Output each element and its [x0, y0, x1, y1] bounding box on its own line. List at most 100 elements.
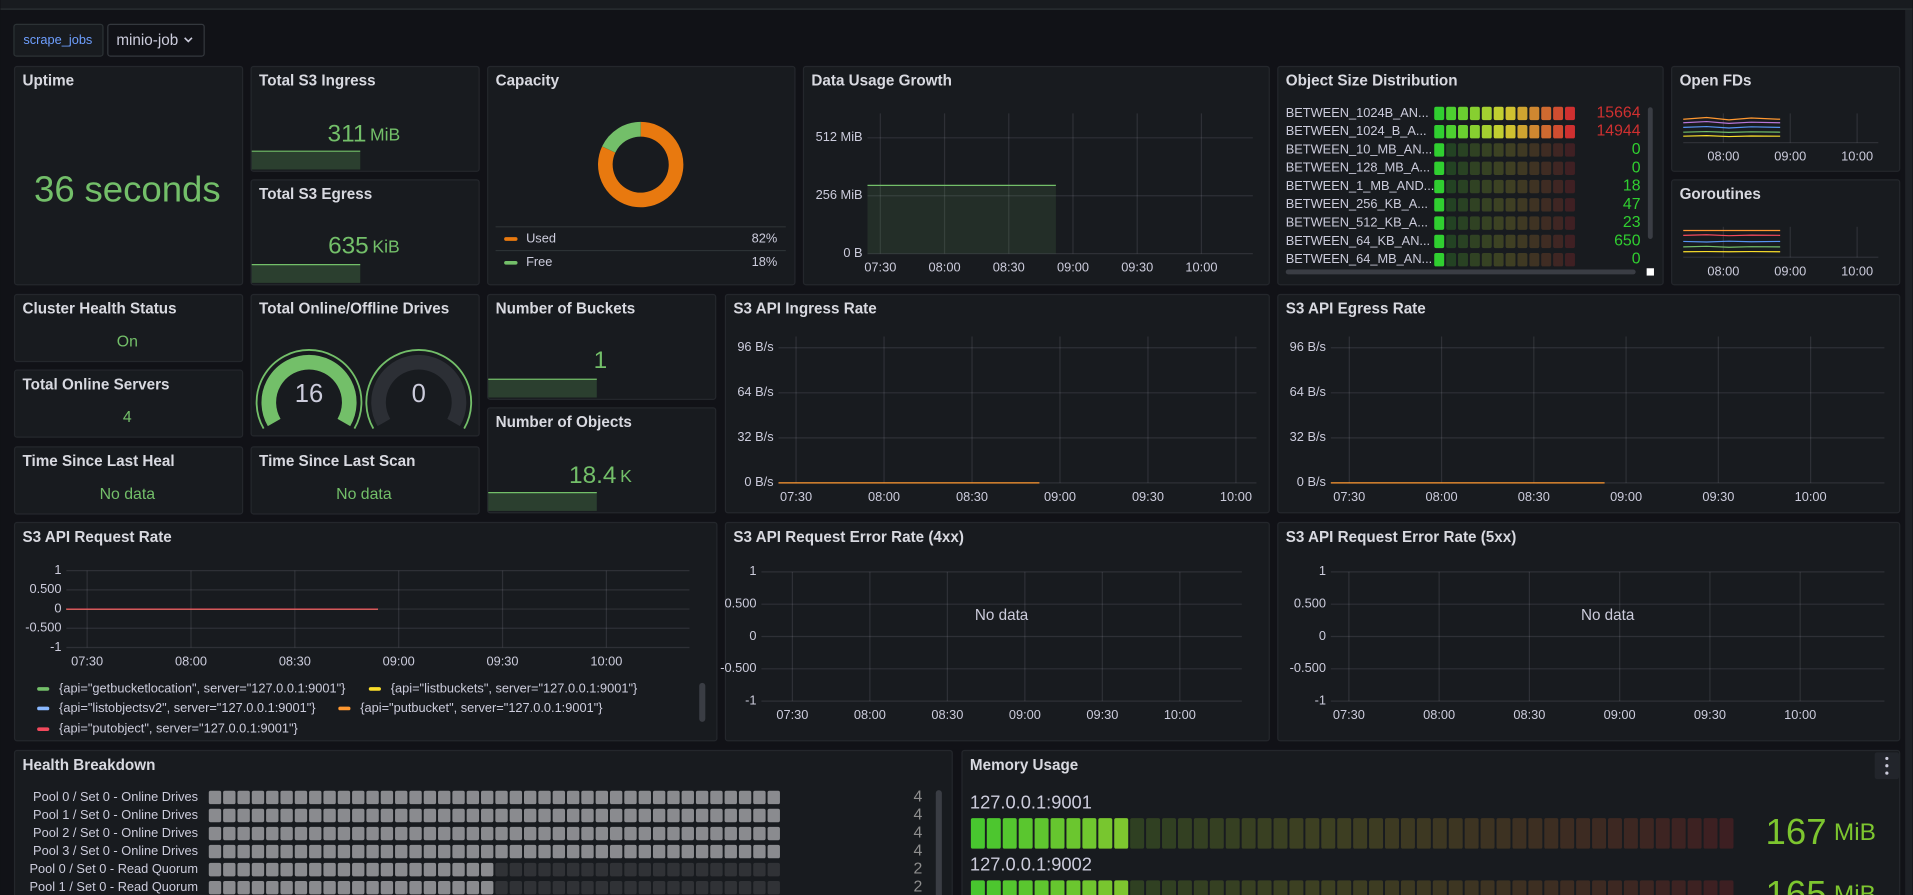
gauge-cell: [652, 808, 666, 823]
bar-gauge: [1434, 234, 1575, 249]
gauge-cell: [452, 808, 465, 823]
gauge-cell: [1529, 253, 1540, 267]
gauge-cell: [970, 818, 985, 849]
gauge-cell: [1529, 106, 1540, 121]
gauge-cell: [1493, 253, 1504, 267]
gauge-cell: [609, 790, 623, 805]
gauge-cell: [1560, 880, 1575, 895]
gauge-cell: [1607, 818, 1622, 849]
panel-title: Memory Usage: [970, 757, 1078, 774]
panel-timeseries: S3 API Egress Rate 0 B/s 32 B/s 64 B/s 96 B/…: [1277, 293, 1901, 514]
gauge-cell: [452, 790, 465, 805]
gauge-cell: [1446, 216, 1457, 230]
gauge-cell: [509, 880, 523, 895]
panel-frame: [13, 446, 244, 515]
panel-stat: Cluster Health Status On: [13, 293, 244, 363]
scrollbar: [935, 790, 942, 895]
sparkline-area: [251, 264, 361, 283]
bar-gauge: [1434, 106, 1575, 121]
gauge-cell: [1703, 818, 1718, 849]
panel-title: Total S3 Ingress: [259, 73, 376, 90]
bar-label: Pool 1 / Set 0 - Read Quorum: [29, 879, 198, 894]
value-unit: MiB: [1834, 819, 1876, 846]
value-number: 2: [914, 861, 923, 878]
series-line: [1683, 130, 1781, 134]
bar-value: 4: [914, 825, 923, 842]
gauge-cell: [1517, 216, 1528, 230]
gauge-cell: [1639, 880, 1654, 895]
x-tick-label: 10:00: [1220, 489, 1252, 504]
x-tick-label: 09:00: [383, 653, 415, 668]
bar-label: BETWEEN_10_MB_AN...: [1286, 141, 1433, 156]
gauge-cell: [1541, 124, 1552, 139]
gauge-cell: [1434, 253, 1445, 267]
gauge-cell: [1493, 143, 1504, 157]
value-number: 4: [914, 807, 923, 824]
gauge-cell: [251, 880, 265, 895]
gauge-cell: [1592, 880, 1607, 895]
gauge-cell: [724, 844, 737, 859]
panel-stat: Number of Buckets 1: [487, 293, 717, 400]
gauge-cell: [1337, 880, 1352, 895]
x-tick-label: 08:00: [1707, 263, 1739, 278]
gauge-cell: [738, 808, 752, 823]
series-area: [867, 185, 1056, 254]
gauge-cell: [323, 790, 336, 805]
stat-value: 1: [594, 348, 608, 375]
gauge-cell: [1517, 143, 1528, 157]
gauge-cell: [638, 826, 651, 841]
legend-swatch: [504, 237, 518, 241]
gauge-cell: [1541, 143, 1552, 157]
gauge-cell: [523, 880, 537, 895]
value-number: 165: [1766, 873, 1827, 895]
bar-gauge: [1434, 216, 1575, 230]
gauge-cell: [223, 826, 236, 841]
bar-value: 0: [1632, 159, 1641, 176]
x-tick-label: 10:00: [590, 653, 622, 668]
gauge-cell: [1565, 198, 1575, 212]
gauge-cell: [509, 844, 523, 859]
legend-label: Free: [526, 254, 552, 269]
gauge-cell: [753, 808, 766, 823]
gauge-cell: [1469, 253, 1480, 267]
gauge-cell: [753, 826, 766, 841]
gauge-cell: [1553, 106, 1564, 121]
panel-frame: [961, 749, 1901, 895]
y-tick-label: 64 B/s: [1290, 384, 1326, 399]
stat-value: 4: [123, 409, 132, 426]
variable-value[interactable]: minio-job: [116, 32, 178, 49]
gauge-cell: [1162, 880, 1176, 895]
gauge-cell: [466, 844, 480, 859]
variable-dropdown[interactable]: [107, 23, 205, 57]
gauge-cell: [208, 880, 222, 895]
gauge-cell: [438, 808, 451, 823]
gauge-cell: [280, 790, 293, 805]
gauge-cell: [767, 790, 780, 805]
panel-title: Data Usage Growth: [811, 73, 952, 90]
panel-frame: [1671, 65, 1901, 172]
gauge-cell: [710, 880, 723, 895]
gauge-cell: [1565, 106, 1575, 121]
x-tick-label: 09:30: [1702, 489, 1734, 504]
gauge-cell: [667, 808, 680, 823]
panel-frame: [1277, 521, 1901, 742]
y-tick-label: -1: [1315, 692, 1326, 707]
gauge-cell: [481, 862, 494, 877]
gauge-cell: [1517, 198, 1528, 212]
stat-number: 311: [328, 121, 367, 148]
x-tick-label: 08:30: [993, 260, 1025, 275]
gauge-cell: [624, 790, 637, 805]
panel-frame: [802, 65, 1270, 286]
panel-title: Total Online Servers: [22, 376, 169, 393]
gauge-cell: [380, 844, 394, 859]
panel-frame: [250, 65, 480, 172]
gauge-cell: [323, 808, 336, 823]
gauge-cell: [1066, 818, 1081, 849]
scrollbar: [1285, 269, 1636, 275]
dropdown-chevron[interactable]: [184, 37, 193, 43]
gauge-cell: [695, 844, 709, 859]
pie-slice: [598, 121, 684, 208]
legend-swatch: [504, 260, 518, 265]
gauge-cell: [409, 826, 422, 841]
gauge-cell: [1719, 880, 1734, 895]
